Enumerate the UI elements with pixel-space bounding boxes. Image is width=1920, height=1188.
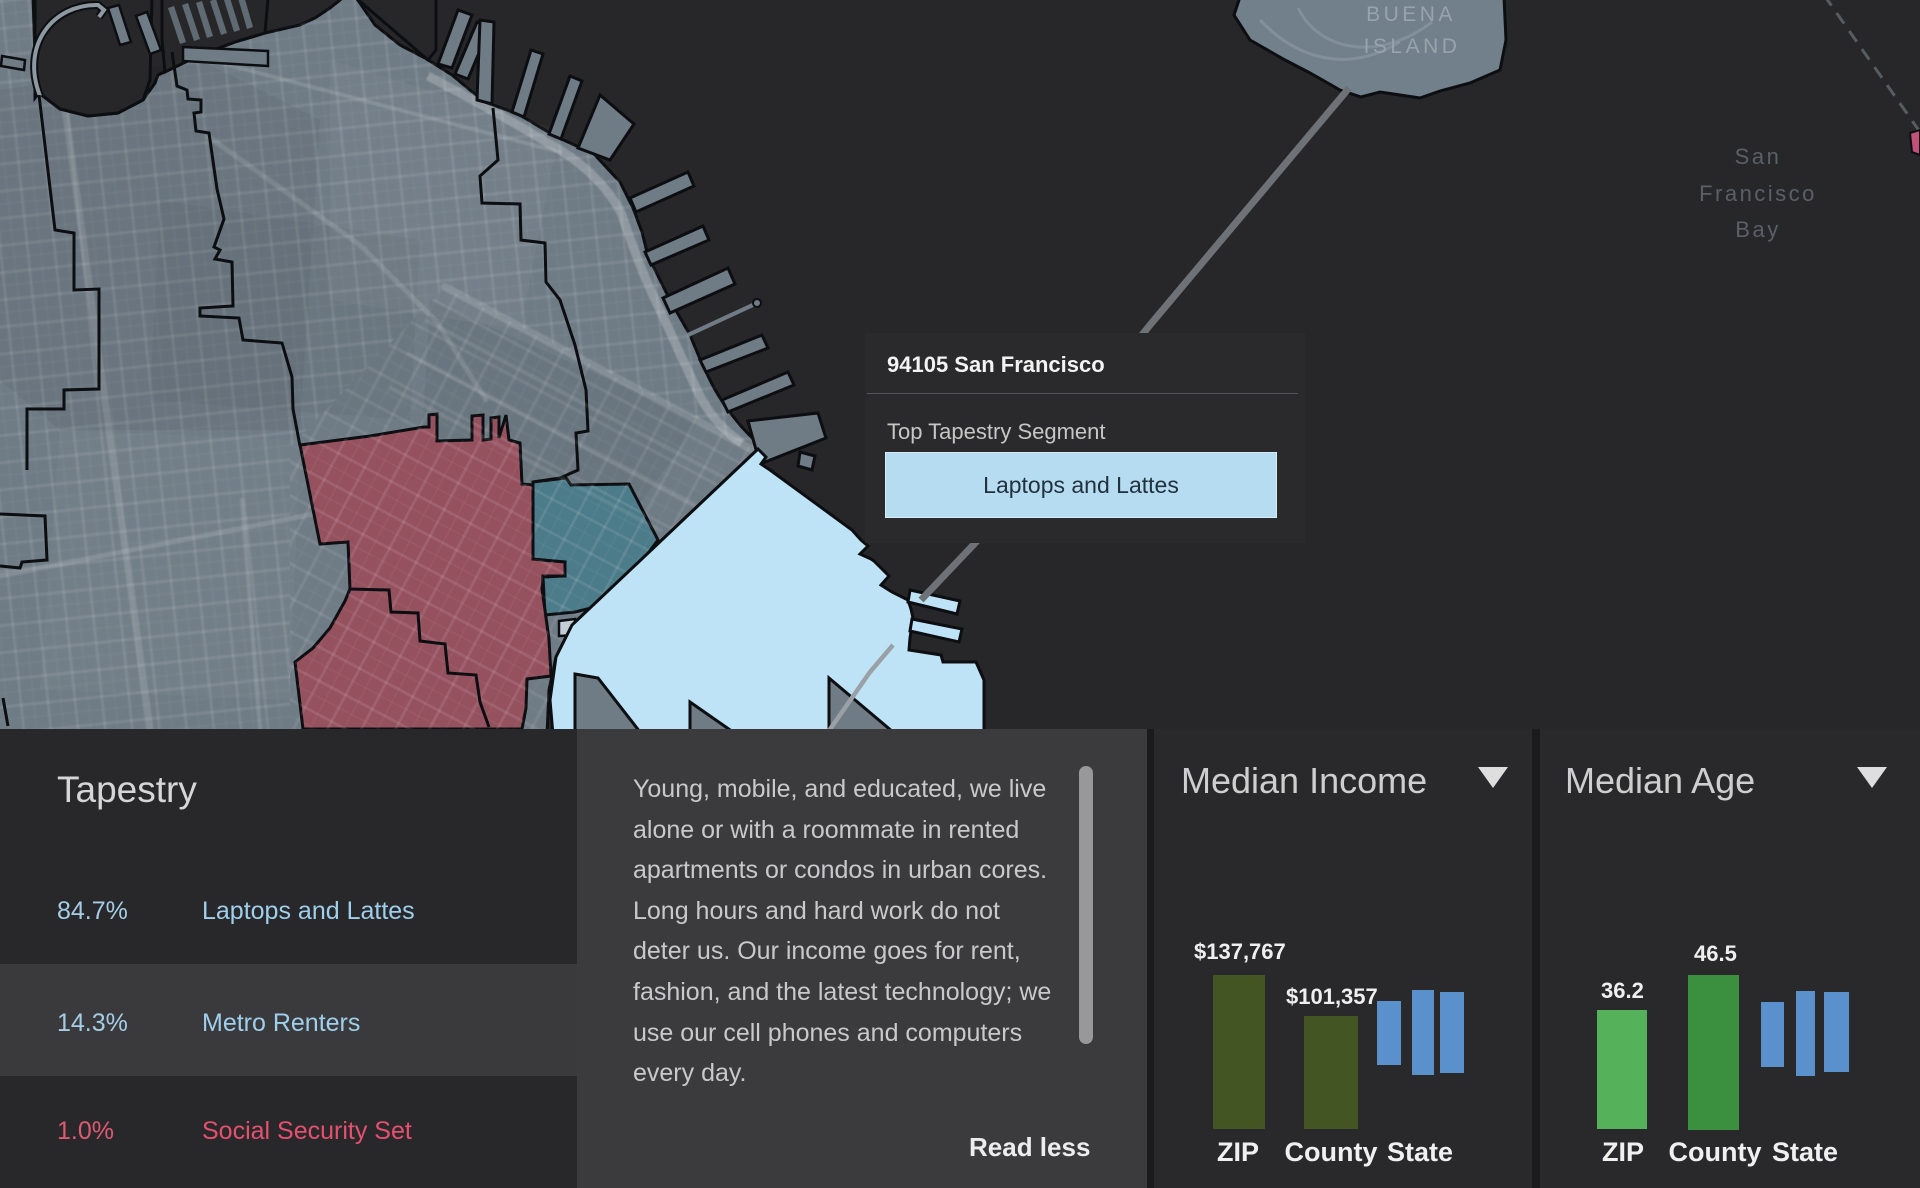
svg-text:ISLAND: ISLAND	[1364, 35, 1461, 58]
svg-text:BUENA: BUENA	[1366, 3, 1456, 26]
svg-text:San: San	[1735, 144, 1782, 169]
svg-text:Francisco: Francisco	[1699, 181, 1817, 206]
svg-text:Bay: Bay	[1735, 217, 1780, 242]
